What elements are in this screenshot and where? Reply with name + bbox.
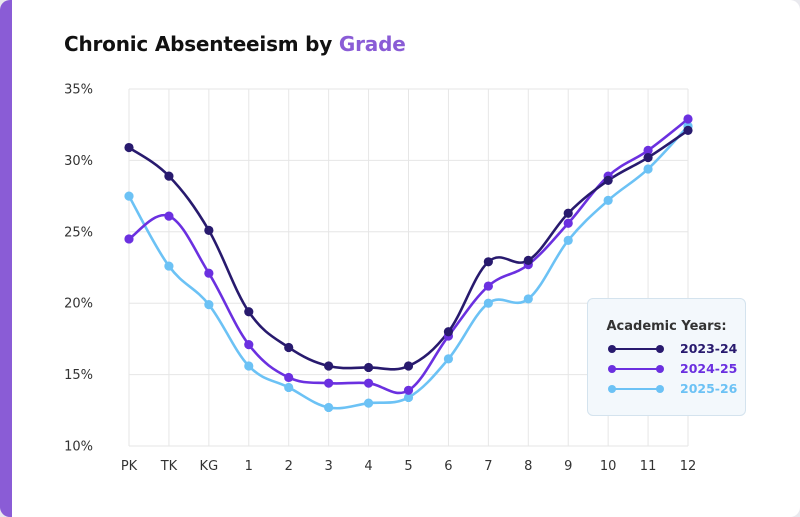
data-point-2024-25: [124, 234, 134, 244]
chart-title: Chronic Absenteeism by Grade: [64, 32, 406, 56]
data-point-2024-25: [204, 268, 214, 278]
data-point-2023-24: [563, 208, 573, 218]
legend-label: 2025-26: [680, 381, 738, 396]
data-point-2023-24: [603, 175, 613, 185]
data-point-2025-26: [443, 354, 454, 364]
legend: Academic Years: 2023-24 2024-25 2025-26: [587, 298, 746, 416]
legend-swatch: [608, 365, 664, 373]
data-point-2025-26: [124, 191, 134, 201]
x-tick-label: 9: [564, 459, 572, 474]
data-point-2023-24: [244, 307, 254, 317]
data-point-2023-24: [523, 255, 533, 265]
data-point-2023-24: [204, 225, 214, 235]
data-point-2025-26: [244, 361, 254, 371]
x-tick-label: 4: [364, 459, 372, 474]
data-point-2024-25: [403, 385, 414, 395]
data-point-2024-25: [363, 378, 374, 388]
data-point-2024-25: [563, 218, 573, 228]
data-point-2023-24: [363, 362, 374, 373]
data-point-2024-25: [324, 378, 334, 388]
data-point-2024-25: [164, 211, 174, 221]
chart-title-main: Chronic Absenteeism by: [64, 32, 333, 56]
data-point-2025-26: [483, 298, 493, 308]
data-point-2025-26: [164, 261, 174, 271]
data-point-2023-24: [124, 142, 134, 153]
legend-item: 2023-24: [608, 341, 738, 357]
data-point-2023-24: [683, 125, 693, 136]
x-tick-label: 12: [680, 459, 697, 474]
data-point-2023-24: [284, 342, 294, 353]
data-point-2024-25: [643, 145, 653, 156]
data-point-2025-26: [643, 164, 653, 174]
x-tick-label: 11: [640, 459, 657, 474]
x-tick-label: PK: [121, 459, 138, 474]
data-point-2025-26: [403, 392, 414, 403]
x-tick-label: 1: [245, 459, 253, 474]
data-point-2023-24: [403, 361, 414, 371]
x-tick-label: 6: [444, 459, 452, 474]
data-point-2023-24: [643, 152, 653, 163]
x-tick-label: 8: [524, 459, 532, 474]
data-point-2024-25: [683, 114, 693, 124]
data-point-2023-24: [483, 257, 493, 267]
data-point-2024-25: [244, 340, 254, 350]
data-point-2024-25: [284, 372, 294, 383]
data-point-2025-26: [563, 235, 573, 245]
x-tick-label: 5: [404, 459, 412, 474]
data-point-2025-26: [363, 398, 374, 408]
x-tick-label: TK: [160, 459, 178, 474]
y-tick-label: 25%: [64, 225, 93, 240]
data-point-2024-25: [483, 281, 493, 291]
x-tick-label: 2: [285, 459, 293, 474]
data-point-2023-24: [443, 327, 454, 337]
legend-title: Academic Years:: [606, 319, 727, 334]
x-tick-label: 3: [325, 459, 333, 474]
data-point-2025-26: [523, 294, 533, 304]
legend-swatch: [608, 385, 664, 393]
data-point-2023-24: [324, 361, 334, 371]
y-tick-label: 10%: [64, 440, 93, 455]
chart-title-accent: Grade: [338, 32, 406, 56]
legend-label: 2023-24: [680, 341, 738, 356]
x-tick-label: 7: [484, 459, 492, 474]
y-tick-label: 20%: [64, 297, 93, 312]
y-tick-label: 35%: [64, 83, 93, 98]
data-point-2025-26: [603, 195, 613, 205]
data-point-2025-26: [284, 382, 294, 393]
data-point-2025-26: [204, 300, 214, 310]
y-tick-label: 15%: [64, 368, 93, 383]
legend-item: 2024-25: [608, 361, 738, 377]
y-tick-label: 30%: [64, 154, 93, 169]
legend-swatch: [608, 345, 664, 353]
data-point-2023-24: [164, 171, 174, 181]
x-tick-label: 10: [600, 459, 617, 474]
legend-label: 2024-25: [680, 361, 738, 376]
legend-item: 2025-26: [608, 381, 738, 397]
x-tick-label: KG: [200, 459, 219, 474]
data-point-2025-26: [324, 402, 334, 413]
